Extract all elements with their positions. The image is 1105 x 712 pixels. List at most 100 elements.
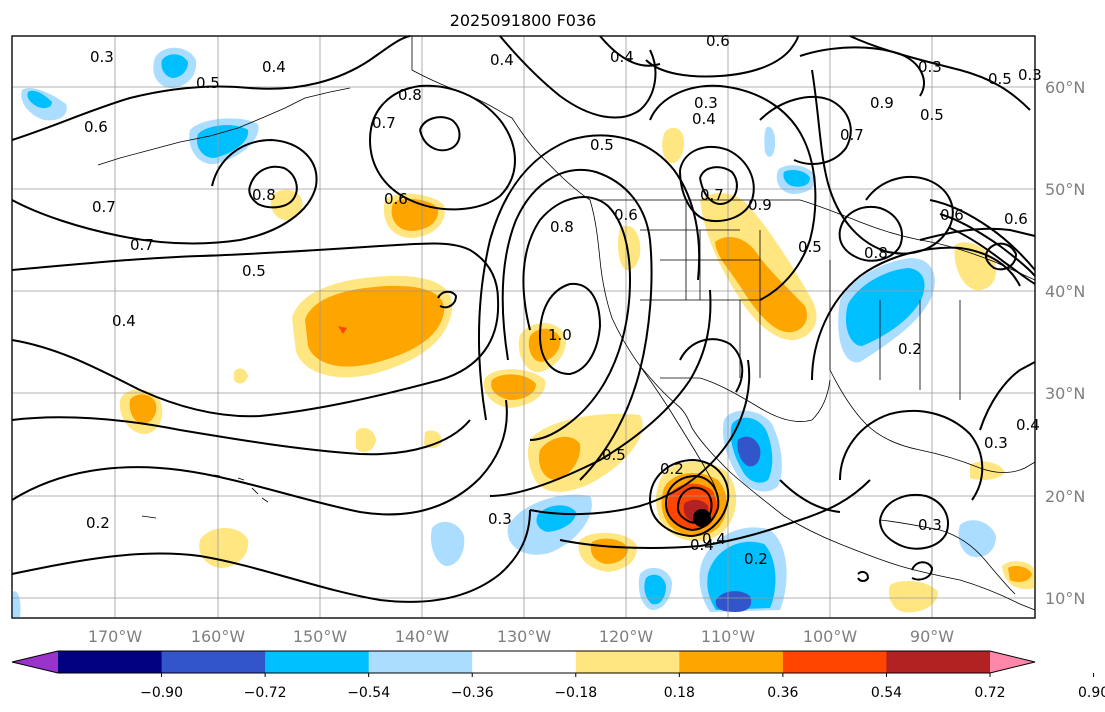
colorbar-segments — [12, 651, 1035, 673]
contour-line — [645, 35, 799, 78]
longitude-label: 170°W — [88, 627, 143, 646]
colorbar-segment — [886, 651, 991, 673]
contour-line — [529, 359, 751, 516]
contour-line — [939, 213, 1036, 277]
contour-label: 0.9 — [748, 196, 772, 214]
contour-line — [679, 145, 755, 222]
contour-line — [949, 227, 1036, 285]
contour-line — [649, 84, 817, 301]
contour-label: 0.5 — [798, 238, 822, 256]
contour-label: 0.7 — [92, 198, 116, 216]
colorbar-tick-label: −0.90 — [140, 685, 183, 701]
warm-anomaly-california-coast — [483, 322, 566, 408]
contour-line — [477, 134, 701, 421]
map-title: 2025091800 F036 — [450, 11, 597, 30]
colorbar-segment — [472, 651, 577, 673]
contour-line — [11, 416, 471, 456]
colorbar: −0.90 −0.72 −0.54 −0.36 −0.18 0.18 0.36 0.54 0.7… — [11, 650, 1105, 701]
colorbar-tick-label: −0.72 — [244, 685, 287, 701]
longitude-label: 100°W — [803, 627, 858, 646]
contour-label: 0.3 — [90, 48, 114, 66]
contour-line — [911, 561, 934, 581]
warm-anomaly-north-pacific — [292, 275, 453, 378]
contour-label: 0.7 — [700, 186, 724, 204]
contour-line — [419, 116, 461, 152]
contour-label: 0.5 — [602, 446, 626, 464]
baja-peninsula — [639, 365, 717, 491]
aleutian-chain — [97, 87, 351, 166]
contour-label: 0.7 — [130, 236, 154, 254]
longitude-label: 140°W — [395, 627, 450, 646]
colorbar-tick-label: 0.36 — [767, 685, 798, 701]
contour-line — [11, 242, 499, 301]
contour-label: 0.2 — [86, 514, 110, 532]
contour-label: 0.3 — [694, 94, 718, 112]
colorbar-segment — [58, 651, 163, 673]
contour-label: 0.4 — [610, 48, 634, 66]
contour-line — [11, 35, 411, 141]
contour-label: 0.9 — [870, 94, 894, 112]
contour-line — [649, 458, 730, 538]
longitude-label: 150°W — [293, 627, 348, 646]
contour-line — [857, 570, 870, 582]
colorbar-tick-label: 0.90 — [1078, 685, 1105, 701]
latitude-label: 40°N — [1045, 282, 1085, 301]
colorbar-extend-max — [990, 651, 1035, 673]
warm-anomaly-central-pacific — [119, 389, 163, 434]
contour-line — [665, 474, 720, 532]
us-mexico-border — [660, 377, 831, 422]
cold-anomaly-aleutians — [21, 47, 259, 165]
contour-line — [11, 509, 531, 603]
gulf-of-mexico-coast — [829, 369, 1036, 473]
contour-line — [811, 246, 1021, 381]
colorbar-segment — [368, 651, 473, 673]
colorbar-outline — [11, 650, 1036, 674]
contour-label: 0.5 — [590, 136, 614, 154]
contour-line — [985, 242, 1018, 271]
contour-label: 0.8 — [252, 186, 276, 204]
cold-anomaly-great-lakes — [776, 165, 935, 363]
latitude-label: 20°N — [1045, 487, 1085, 506]
alaska-coast — [411, 36, 591, 201]
contour-label: 0.4 — [690, 536, 714, 554]
contour-label: 0.4 — [692, 110, 716, 128]
colorbar-tick-label: 0.54 — [871, 685, 902, 701]
contour-label: 0.6 — [940, 206, 964, 224]
contour-label: 0.5 — [242, 262, 266, 280]
colorbar-tick-label: −0.36 — [451, 685, 494, 701]
contour-label: 0.4 — [1016, 416, 1040, 434]
contour-label-group: 0.3 0.5 0.4 0.4 0.6 0.4 0.6 0.3 0.5 0.5 … — [84, 32, 1042, 568]
longitude-label: 160°W — [191, 627, 246, 646]
contour-line — [839, 410, 984, 501]
contour-label: 0.5 — [920, 106, 944, 124]
contour-label: 0.6 — [84, 118, 108, 136]
contour-line — [919, 227, 1036, 241]
contour-label: 1.0 — [548, 326, 572, 344]
contour-line — [679, 338, 744, 393]
latitude-label: 10°N — [1045, 589, 1085, 608]
longitude-axis: 170°W 160°W 150°W 140°W 130°W 120°W 110°… — [88, 627, 954, 646]
contour-label: 0.7 — [840, 126, 864, 144]
central-america-coast — [879, 519, 1016, 595]
contour-line — [11, 299, 500, 418]
contour-label: 0.8 — [864, 244, 888, 262]
contour-line — [539, 282, 602, 376]
contour-line — [369, 84, 516, 211]
colorbar-labels: −0.90 −0.72 −0.54 −0.36 −0.18 0.18 0.36 0.54 0.7… — [140, 685, 1105, 701]
contour-label: 0.5 — [196, 74, 220, 92]
colorbar-tick-label: 0.18 — [664, 685, 695, 701]
contour-label: 0.3 — [488, 510, 512, 528]
colorbar-segment — [575, 651, 680, 673]
contour-line — [779, 479, 841, 513]
colorbar-tick-label: −0.18 — [554, 685, 597, 701]
contour-label: 0.4 — [262, 58, 286, 76]
contour-label: 0.4 — [702, 530, 726, 548]
contour-label: 0.8 — [550, 218, 574, 236]
contour-line — [499, 35, 657, 119]
contour-line — [699, 166, 738, 205]
contour-label: 0.2 — [744, 550, 768, 568]
colorbar-segment — [161, 651, 266, 673]
contour-label: 0.6 — [706, 32, 730, 50]
colorbar-segment — [679, 651, 784, 673]
contour-label: 0.6 — [384, 190, 408, 208]
